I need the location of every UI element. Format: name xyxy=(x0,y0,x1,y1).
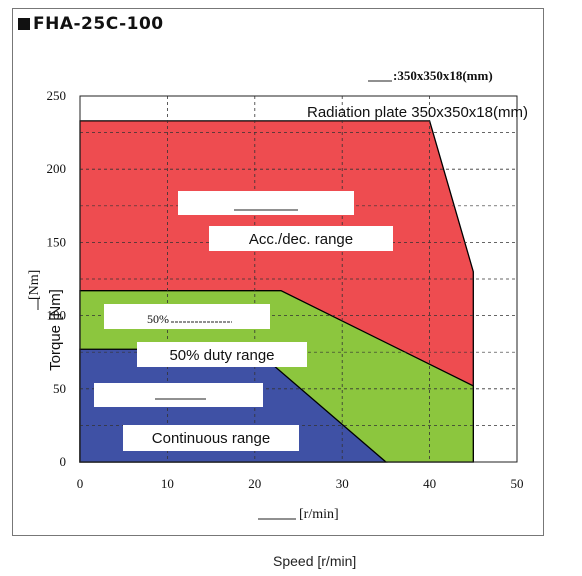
acc-dec-label-box xyxy=(209,226,393,251)
plot-area: 0 10 20 30 40 50 0 50 100 150 200 250 [r/min] [Nm] Tor… xyxy=(27,68,528,522)
acc-dec-box-top xyxy=(178,191,354,215)
duty50-prefix: 50% xyxy=(147,312,169,326)
y-tick-label: 100 xyxy=(47,308,67,323)
y-axis-label: Torque [Nm] xyxy=(47,289,64,371)
x-tick-label: 30 xyxy=(336,476,349,491)
x-axis-label: [r/min] xyxy=(299,507,339,522)
continuous-label-box xyxy=(123,425,299,451)
acc-dec-label: Acc./dec. range xyxy=(249,231,353,248)
continuous-box-top xyxy=(94,383,263,407)
x-tick-label: 20 xyxy=(248,476,261,491)
x-tick-label: 50 xyxy=(511,476,524,491)
y-tick-label: 0 xyxy=(60,454,67,469)
plot-border xyxy=(79,95,518,463)
y-tick-label: 150 xyxy=(47,234,67,249)
chart-title-text: FHA-25C-100 xyxy=(33,14,164,34)
legend-text: :350x350x18(mm) xyxy=(393,68,493,83)
continuous-label: Continuous range xyxy=(152,430,270,447)
duty50-label: 50% duty range xyxy=(169,347,274,364)
y-tick-label: 200 xyxy=(47,161,67,176)
duty50-label-box xyxy=(137,342,307,367)
radiation-plate-label: Radiation plate 350x350x18(mm) xyxy=(307,104,528,121)
x-tick-label: 40 xyxy=(423,476,436,491)
speed-axis-caption: Speed [r/min] xyxy=(273,553,357,569)
chart-title: FHA-25C-100 xyxy=(18,14,164,34)
duty50-box-top xyxy=(104,304,270,329)
y-axis-label-jp: [Nm] xyxy=(27,270,42,300)
x-tick-label: 10 xyxy=(161,476,174,491)
title-square-icon xyxy=(18,18,30,30)
y-tick-label: 250 xyxy=(47,88,67,103)
y-tick-label: 50 xyxy=(53,381,66,396)
x-tick-label: 0 xyxy=(77,476,84,491)
